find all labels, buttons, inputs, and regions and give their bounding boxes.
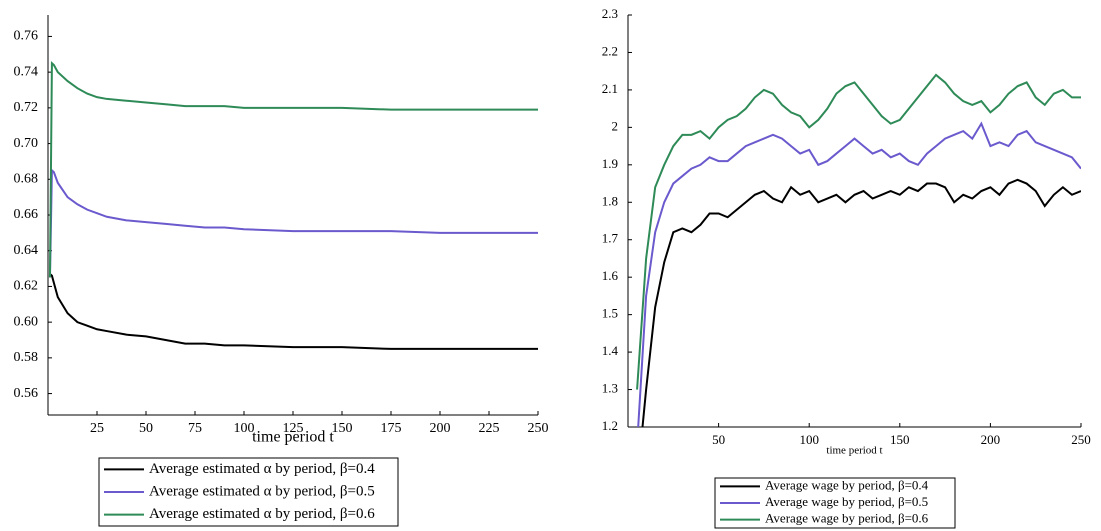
y-tick-label: 0.58: [14, 350, 39, 365]
series-line: [637, 121, 1081, 427]
y-tick-label: 0.60: [14, 314, 39, 329]
x-tick-label: 250: [1071, 432, 1091, 447]
legend-label: Average wage by period, β=0.5: [765, 494, 928, 509]
legend-label: Average estimated α by period, β=0.6: [149, 506, 375, 522]
x-tick-label: 250: [528, 421, 549, 436]
x-axis-label: time period t: [826, 445, 882, 457]
series-line: [48, 168, 538, 278]
y-tick-label: 2.3: [602, 6, 618, 21]
y-tick-label: 0.64: [14, 243, 39, 258]
x-tick-label: 175: [381, 421, 402, 436]
x-tick-label: 225: [479, 421, 500, 436]
y-tick-label: 1.8: [602, 193, 618, 208]
series-line: [48, 60, 538, 278]
y-tick-label: 0.76: [14, 29, 39, 44]
y-tick-label: 1.4: [602, 343, 619, 358]
y-tick-label: 2: [612, 118, 619, 133]
x-axis-label: time period t: [252, 429, 334, 446]
series-line: [49, 273, 538, 350]
y-tick-label: 0.72: [14, 100, 39, 115]
y-tick-label: 1.9: [602, 156, 618, 171]
x-tick-label: 50: [139, 421, 153, 436]
x-tick-label: 150: [890, 432, 910, 447]
y-tick-label: 0.74: [14, 64, 39, 79]
y-tick-label: 0.66: [14, 207, 39, 222]
y-tick-label: 1.6: [602, 268, 619, 283]
x-tick-label: 50: [712, 432, 725, 447]
y-tick-label: 0.68: [14, 172, 39, 187]
series-line: [636, 73, 1081, 390]
legend-label: Average estimated α by period, β=0.4: [149, 461, 375, 477]
legend-label: Average wage by period, β=0.4: [765, 477, 929, 492]
x-tick-label: 75: [188, 421, 202, 436]
y-tick-label: 0.62: [14, 279, 39, 294]
y-tick-label: 1.7: [602, 231, 619, 246]
x-tick-label: 100: [799, 432, 819, 447]
y-tick-label: 2.1: [602, 81, 618, 96]
chart: 1.2 1.3 1.4 1.5 1.6 1.7 1.8 1.9 2 2.1 2.2 2.3 50 100 1…: [602, 6, 1091, 529]
x-tick-label: 200: [430, 421, 451, 436]
y-tick-label: 1.2: [602, 418, 618, 433]
y-tick-label: 0.56: [14, 386, 39, 401]
x-tick-label: 125: [283, 421, 304, 436]
legend-label: Average wage by period, β=0.6: [765, 511, 929, 526]
x-tick-label: 200: [981, 432, 1001, 447]
legend-box: [98, 457, 399, 527]
y-tick-label: 1.5: [602, 306, 618, 321]
y-tick-label: 0.70: [14, 136, 39, 151]
x-tick-label: 150: [332, 421, 353, 436]
legend-label: Average estimated α by period, β=0.5: [149, 483, 375, 499]
series-line: [641, 178, 1081, 427]
x-tick-label: 25: [90, 421, 104, 436]
y-tick-label: 2.2: [602, 43, 618, 58]
y-tick-label: 1.3: [602, 381, 618, 396]
chart: 0.56 0.58 0.60 0.62 0.64 0.66 0.68 0.70 0.72 0.74…: [14, 15, 549, 527]
x-tick-label: 100: [234, 421, 255, 436]
